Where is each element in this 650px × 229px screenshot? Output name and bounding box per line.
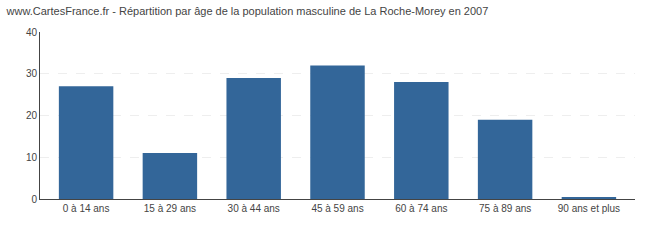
svg-text:www.CartesFrance.fr - Répartit: www.CartesFrance.fr - Répartition par âg… <box>6 5 489 17</box>
svg-text:30: 30 <box>26 68 38 79</box>
svg-text:20: 20 <box>26 110 38 121</box>
svg-text:15 à 29 ans: 15 à 29 ans <box>144 203 196 214</box>
svg-text:45 à 59 ans: 45 à 59 ans <box>311 203 363 214</box>
svg-text:40: 40 <box>26 27 38 38</box>
svg-text:90 ans et plus: 90 ans et plus <box>558 203 620 214</box>
svg-text:10: 10 <box>26 152 38 163</box>
svg-text:0: 0 <box>31 194 37 205</box>
svg-text:0 à 14 ans: 0 à 14 ans <box>63 203 110 214</box>
svg-text:75 à 89 ans: 75 à 89 ans <box>479 203 531 214</box>
svg-text:30 à 44 ans: 30 à 44 ans <box>228 203 280 214</box>
svg-text:60 à 74 ans: 60 à 74 ans <box>395 203 447 214</box>
